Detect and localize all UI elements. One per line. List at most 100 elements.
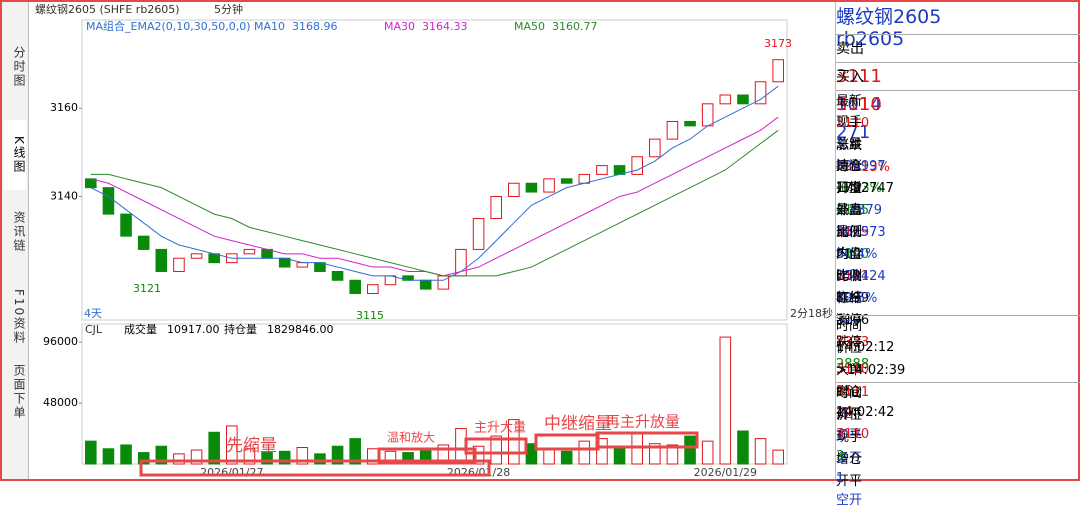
volume-annotation: 中继缩量	[544, 414, 612, 434]
quote-row: 外盘 262573 均价 3111	[836, 200, 1080, 284]
quote-value: 49.6%	[836, 291, 878, 306]
sidebar-tab[interactable]: 页面下单	[12, 364, 26, 420]
quote-row: 比例 49.6% 涨停 3323	[836, 266, 1080, 350]
volume-bar	[155, 445, 168, 465]
sidebar-tab[interactable]: 资讯链	[12, 211, 26, 253]
candle	[490, 195, 502, 220]
quote-label: 总量	[836, 137, 863, 152]
trade-cell: -5	[836, 406, 849, 421]
candle	[419, 279, 432, 290]
trade-cell: 25	[836, 384, 853, 399]
candle	[772, 59, 784, 83]
quote-row: 总量 520997 开盘 3105	[836, 134, 1080, 218]
quote-label: 比例	[836, 225, 863, 240]
volume-bar	[631, 433, 643, 465]
volume-bar	[613, 445, 626, 465]
volume-annotation: 温和放大	[387, 430, 435, 445]
quote-label: 昨收	[836, 269, 863, 284]
volume-bar	[331, 445, 344, 465]
quote-header: 螺纹钢2605 rb2605	[836, 6, 1080, 50]
book-size: 1014	[836, 94, 882, 115]
trade-cell: 3110	[836, 427, 870, 442]
legend-name: MA30	[384, 20, 415, 33]
volume-bar	[173, 453, 185, 465]
sidebar: 分时图 K线图资讯链 F10资料页面下单	[2, 2, 29, 479]
candle	[631, 156, 643, 175]
quote-value: 3110	[836, 116, 870, 131]
volume-bar	[666, 444, 679, 465]
quote-code: rb2605	[836, 28, 905, 50]
countdown: 2分18秒	[790, 306, 833, 320]
candle	[719, 94, 732, 105]
chart-title: 螺纹钢2605 (SHFE rb2605)	[35, 2, 180, 16]
quote-row: 持仓 1792747 最高 3119	[836, 156, 1080, 240]
indicator: MA组合_EMA2(0,10,30,50,0,0)	[86, 19, 251, 33]
quote-value: 3119	[836, 225, 870, 240]
book-price: 3110	[836, 94, 882, 115]
volume-bar	[243, 448, 256, 465]
book-label: 卖出	[836, 41, 864, 57]
quote-value: 262573	[836, 225, 886, 240]
trade-cell: 3110	[836, 362, 870, 377]
volume-bar	[737, 430, 749, 465]
annotation-box	[377, 447, 477, 465]
annotation-box	[464, 437, 528, 455]
book-row: 买入 3110 271	[836, 62, 1080, 143]
quote-value: -----	[836, 313, 860, 328]
trades-header-cell: 开平	[836, 407, 863, 422]
quote-value: 2888	[836, 357, 870, 372]
volume-bar	[261, 452, 273, 465]
candle	[331, 270, 344, 281]
trade-row: >14:02:39 3111 32 1 多开	[836, 360, 1080, 466]
candle	[102, 187, 115, 215]
candle	[701, 103, 714, 127]
trades-header-cell: 现手	[836, 430, 863, 445]
candle	[296, 262, 309, 268]
trade-row: 14:02:42 3110 3 1 空开	[836, 402, 1080, 508]
volume-bar	[578, 440, 591, 465]
quote-value: 1792747	[836, 181, 894, 196]
period: 5分钟	[214, 2, 243, 16]
candle	[543, 178, 555, 193]
candle	[754, 81, 767, 105]
trade-cell: 1	[836, 429, 845, 444]
trades-header-cell: 时间	[836, 319, 863, 334]
quote-value: 50.4%	[836, 247, 878, 262]
chart: 螺纹钢2605 (SHFE rb2605) 5分钟 MA组合_EMA2(0,10,3…	[35, 2, 833, 479]
volume-bar	[226, 425, 238, 465]
legend-value: 3160.77	[552, 20, 598, 33]
oi-value: 1829846.00	[267, 323, 333, 336]
candle	[437, 275, 450, 290]
volume-bar	[208, 431, 220, 465]
x-tick-label: 2026/01/29	[694, 466, 757, 479]
quote-value: 3111	[836, 269, 870, 284]
candle	[155, 248, 168, 272]
ma-line	[90, 129, 779, 277]
sidebar-tab[interactable]: K线图	[4, 120, 26, 190]
candle	[137, 235, 150, 250]
quote-label: 现手	[836, 115, 863, 130]
volume-bar	[508, 419, 520, 465]
sidebar-tab[interactable]: F10资料	[12, 289, 26, 346]
quote-value: 258424	[836, 269, 886, 284]
y-tick-label: 96000	[43, 335, 78, 348]
trade-cell: 多开	[836, 451, 863, 466]
ma-line	[90, 116, 779, 277]
trades-header: 时间 价位 现手 增仓 开平	[836, 382, 1080, 489]
candle	[596, 165, 608, 175]
plot-frame	[81, 19, 788, 321]
trade-cell: 32	[836, 407, 853, 422]
volume-bar	[560, 450, 573, 465]
price-annotation: 3121	[133, 282, 161, 295]
trade-cell: 空开	[836, 493, 863, 508]
sidebar-tab[interactable]: 分时图	[12, 46, 26, 88]
quote-label: 日增	[836, 181, 863, 196]
quote-label: 昨结	[836, 291, 863, 306]
price-annotation: 3173	[764, 37, 792, 50]
y-tick-label: 48000	[43, 396, 78, 409]
trade-cell: 3111	[836, 385, 870, 400]
quote-row: 日增 -12379 最低 3100	[836, 178, 1080, 262]
annotation-box	[139, 459, 491, 477]
volume-annotation: 再主升放量	[605, 413, 680, 431]
quote-label: 最高	[836, 203, 863, 218]
